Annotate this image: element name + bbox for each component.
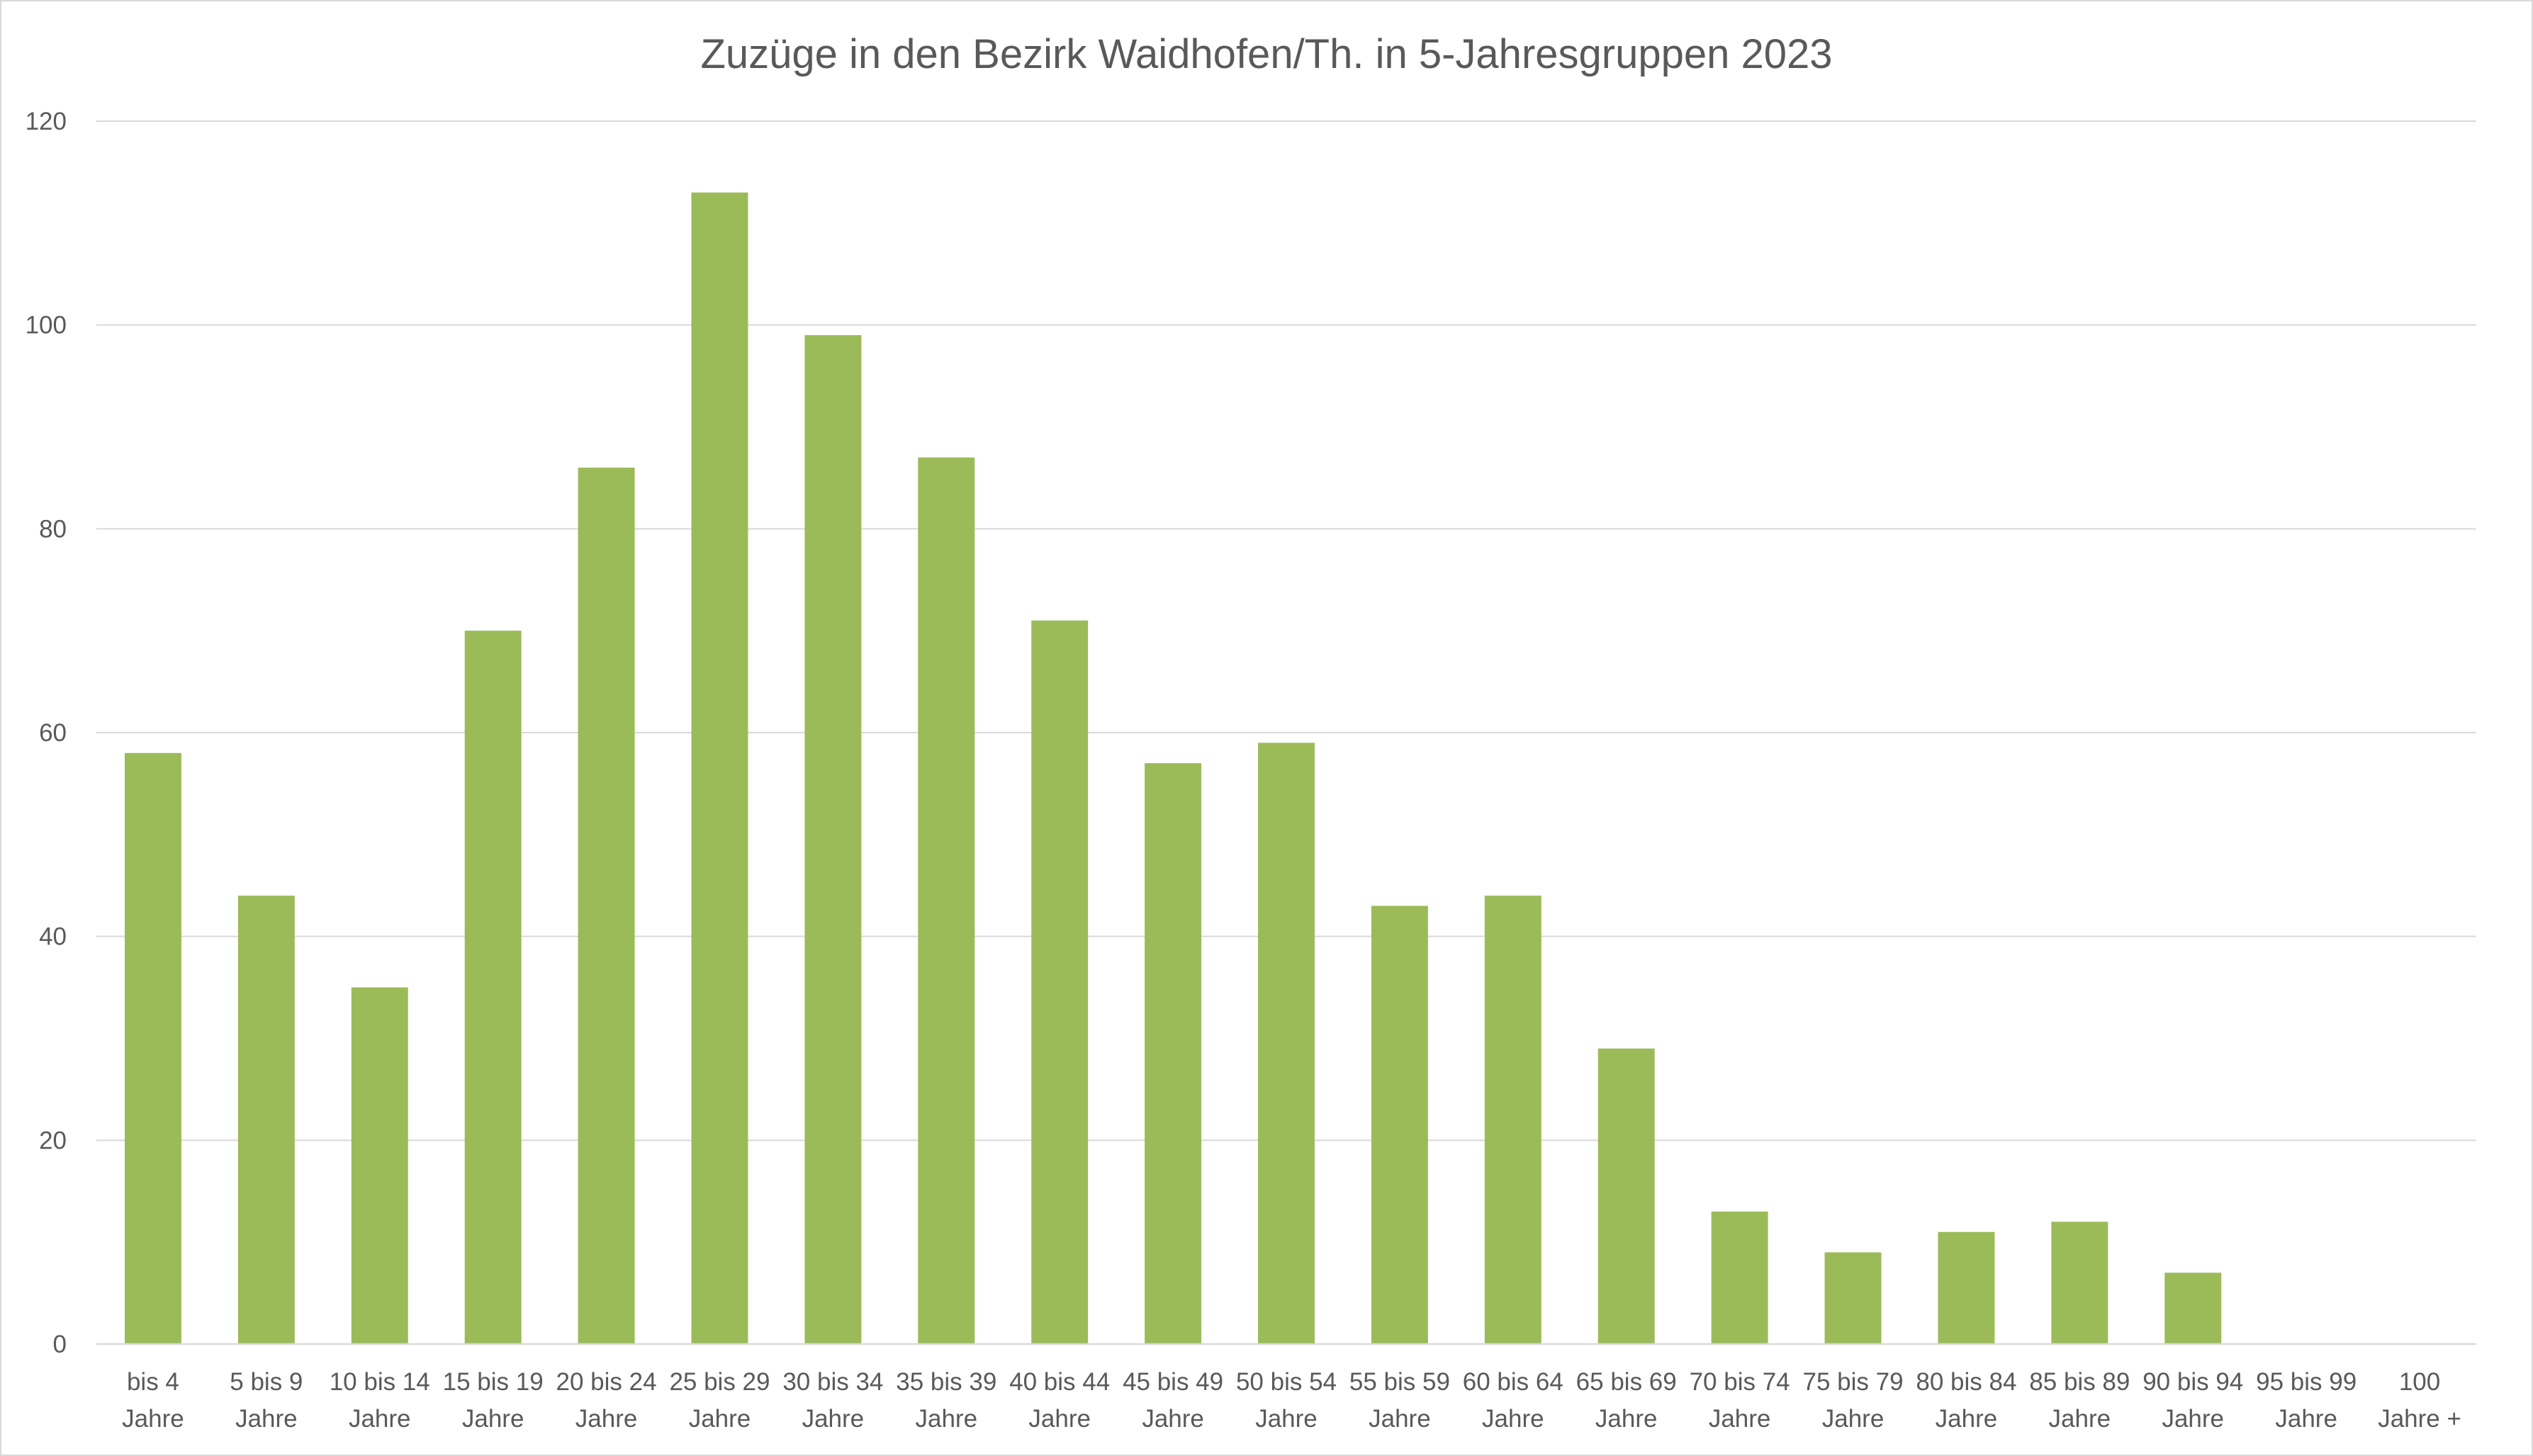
bar xyxy=(1938,1231,1995,1344)
bar xyxy=(351,987,408,1344)
y-tick-label: 60 xyxy=(39,719,67,747)
x-tick-label: 60 bis 64 Jahre xyxy=(1463,1368,1563,1433)
y-tick-label: 40 xyxy=(39,923,67,951)
x-tick-label: 20 bis 24 Jahre xyxy=(556,1368,657,1433)
bar xyxy=(1258,743,1315,1344)
bar xyxy=(1711,1212,1768,1344)
y-axis-ticks: 0 20 40 60 80 100 120 xyxy=(26,108,67,1358)
x-tick-label: 65 bis 69 Jahre xyxy=(1576,1368,1677,1433)
bar xyxy=(578,468,635,1344)
x-tick-label: 10 bis 14 Jahre xyxy=(330,1368,430,1433)
bar xyxy=(1371,905,1428,1344)
bar xyxy=(804,335,862,1344)
bar xyxy=(1597,1048,1655,1344)
bar xyxy=(691,192,748,1344)
chart-title: Zuzüge in den Bezirk Waidhofen/Th. in 5-… xyxy=(700,31,1832,77)
x-tick-label: 100 Jahre + xyxy=(2378,1368,2461,1433)
bar xyxy=(1484,896,1541,1344)
y-tick-label: 80 xyxy=(39,515,67,543)
x-tick-label: 75 bis 79 Jahre xyxy=(1802,1368,1903,1433)
y-tick-label: 20 xyxy=(39,1127,67,1154)
bar xyxy=(124,752,181,1344)
x-tick-label: 15 bis 19 Jahre xyxy=(443,1368,544,1433)
bar xyxy=(2164,1272,2222,1344)
x-tick-label: 45 bis 49 Jahre xyxy=(1123,1368,1223,1433)
x-tick-label: 55 bis 59 Jahre xyxy=(1349,1368,1450,1433)
x-tick-label: 40 bis 44 Jahre xyxy=(1009,1368,1110,1433)
x-tick-label: 25 bis 29 Jahre xyxy=(669,1368,770,1433)
x-tick-label: 70 bis 74 Jahre xyxy=(1690,1368,1790,1433)
bar xyxy=(1031,620,1089,1344)
x-tick-label: 30 bis 34 Jahre xyxy=(782,1368,883,1433)
y-tick-label: 120 xyxy=(26,108,67,135)
bars xyxy=(124,192,2222,1344)
x-tick-label: bis 4 Jahre xyxy=(122,1368,184,1433)
x-tick-label: 5 bis 9 Jahre xyxy=(230,1368,303,1433)
x-tick-label: 50 bis 54 Jahre xyxy=(1236,1368,1337,1433)
bar xyxy=(464,631,522,1344)
bar xyxy=(237,896,295,1344)
x-tick-label: 90 bis 94 Jahre xyxy=(2142,1368,2243,1433)
x-tick-label: 85 bis 89 Jahre xyxy=(2029,1368,2130,1433)
x-tick-label: 95 bis 99 Jahre xyxy=(2256,1368,2357,1433)
y-tick-label: 0 xyxy=(53,1331,67,1358)
x-tick-label: 80 bis 84 Jahre xyxy=(1916,1368,2016,1433)
bar xyxy=(1824,1252,1882,1344)
bar xyxy=(918,457,975,1344)
bar xyxy=(1145,763,1202,1344)
bar xyxy=(2051,1221,2108,1344)
y-tick-label: 100 xyxy=(26,312,67,339)
x-tick-label: 35 bis 39 Jahre xyxy=(896,1368,996,1433)
